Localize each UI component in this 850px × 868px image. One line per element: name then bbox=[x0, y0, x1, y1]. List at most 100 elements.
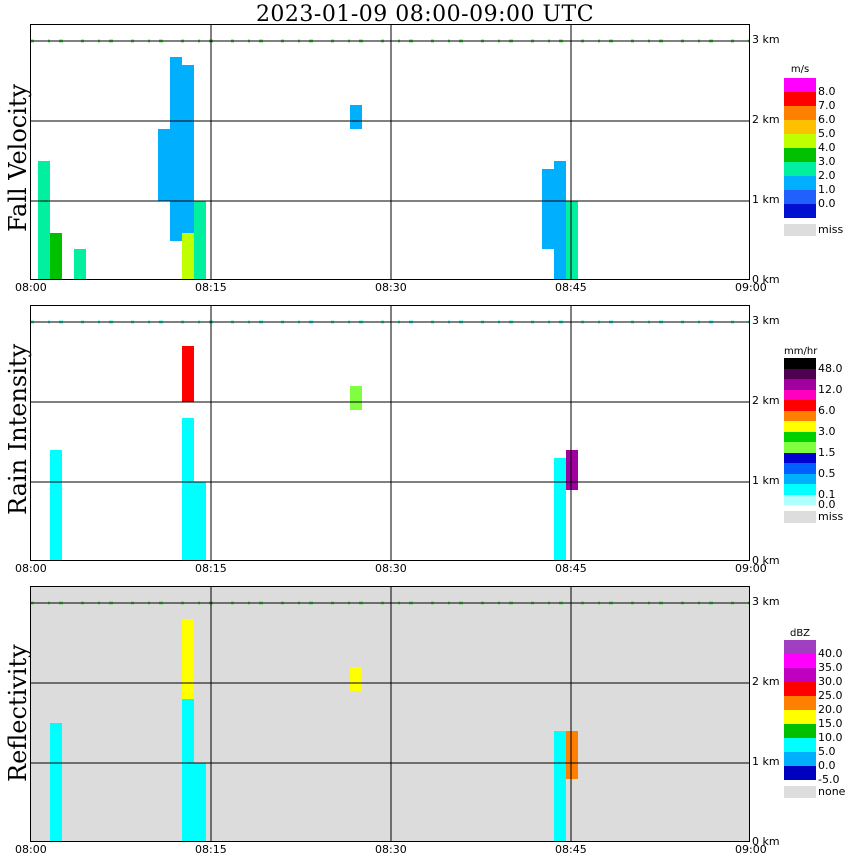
x-tick-label: 08:15 bbox=[195, 281, 227, 294]
x-tick-label: 08:45 bbox=[555, 562, 587, 575]
echo-cell bbox=[158, 129, 170, 201]
legend-label: 3.0 bbox=[818, 155, 836, 168]
x-tick-label: 08:00 bbox=[15, 562, 47, 575]
x-tick-label: 08:30 bbox=[375, 562, 407, 575]
legend-label: 12.0 bbox=[818, 382, 843, 396]
legend-label: 0.1 bbox=[818, 487, 836, 501]
x-tick-label: 09:00 bbox=[735, 843, 767, 856]
legend-swatch bbox=[784, 654, 816, 668]
legend-label: 20.0 bbox=[818, 703, 843, 716]
legend-swatch bbox=[784, 442, 816, 453]
echo-cell bbox=[542, 169, 554, 249]
x-tick-label: 08:45 bbox=[555, 843, 587, 856]
legend-swatch bbox=[784, 786, 816, 798]
legend-swatch bbox=[784, 190, 816, 204]
legend-swatch bbox=[784, 120, 816, 134]
legend-label: 5.0 bbox=[818, 745, 836, 758]
legend-label: 7.0 bbox=[818, 99, 836, 112]
legend-swatch bbox=[784, 766, 816, 780]
legend-label: 1.5 bbox=[818, 445, 836, 459]
legend-label: 6.0 bbox=[818, 113, 836, 126]
echo-cell bbox=[50, 233, 62, 279]
echo-cell bbox=[566, 731, 578, 779]
legend-label: 0.0 bbox=[818, 759, 836, 772]
legend-swatch bbox=[784, 738, 816, 752]
echo-cell bbox=[182, 65, 194, 279]
echo-cell bbox=[554, 458, 566, 560]
legend-swatch bbox=[784, 473, 816, 484]
legend-swatch bbox=[784, 162, 816, 176]
y-tick-label: 2 km bbox=[752, 394, 780, 407]
echo-cell bbox=[50, 450, 62, 560]
y-tick-label: 2 km bbox=[752, 675, 780, 688]
legend-swatch bbox=[784, 494, 816, 505]
legend-swatch bbox=[784, 400, 816, 411]
echo-cell bbox=[350, 105, 362, 129]
legend-swatch bbox=[784, 204, 816, 218]
legend-label: 8.0 bbox=[818, 85, 836, 98]
legend-swatch bbox=[784, 368, 816, 379]
legend-swatch bbox=[784, 484, 816, 495]
echo-cell bbox=[50, 723, 62, 841]
legend-label: 10.0 bbox=[818, 731, 843, 744]
y-tick-label: 3 km bbox=[752, 595, 780, 608]
legend-swatch bbox=[784, 224, 816, 236]
echo-cell bbox=[194, 482, 206, 560]
legend-label: 0.0 bbox=[818, 197, 836, 210]
echo-cell bbox=[182, 346, 194, 402]
panel-label-fall-velocity: Fall Velocity bbox=[4, 83, 32, 232]
y-tick-label: 1 km bbox=[752, 193, 780, 206]
legend-label: miss bbox=[818, 510, 844, 523]
legend-swatch bbox=[784, 148, 816, 162]
legend-swatch bbox=[784, 106, 816, 120]
x-tick-label: 09:00 bbox=[735, 562, 767, 575]
x-tick-label: 08:15 bbox=[195, 562, 227, 575]
legend-label: 40.0 bbox=[818, 647, 843, 660]
legend-swatch bbox=[784, 431, 816, 442]
legend-label: 4.0 bbox=[818, 141, 836, 154]
echo-cell bbox=[554, 161, 566, 279]
legend-label: 2.0 bbox=[818, 169, 836, 182]
legend-label: 6.0 bbox=[818, 403, 836, 417]
echo-cell bbox=[182, 699, 194, 841]
echo-cell bbox=[554, 731, 566, 841]
legend-label: 25.0 bbox=[818, 689, 843, 702]
legend-swatch bbox=[784, 92, 816, 106]
echo-cell bbox=[170, 57, 182, 241]
legend-label: 35.0 bbox=[818, 661, 843, 674]
plot-fall-velocity bbox=[30, 24, 750, 280]
legend-label: 0.0 bbox=[818, 498, 836, 511]
plot-rain-intensity bbox=[30, 305, 750, 561]
legend-swatch bbox=[784, 682, 816, 696]
y-tick-label: 0 km bbox=[752, 554, 780, 567]
y-tick-label: 0 km bbox=[752, 835, 780, 848]
y-tick-label: 3 km bbox=[752, 33, 780, 46]
legend-swatch bbox=[784, 710, 816, 724]
legend-swatch bbox=[784, 640, 816, 654]
x-tick-label: 08:00 bbox=[15, 281, 47, 294]
echo-cell bbox=[566, 450, 578, 490]
legend-unit: dBZ bbox=[789, 628, 811, 639]
panel-label-reflectivity: Reflectivity bbox=[4, 644, 32, 782]
legend-label: miss bbox=[818, 223, 844, 236]
legend-swatch bbox=[784, 696, 816, 710]
legend-label: -5.0 bbox=[818, 773, 840, 786]
legend-swatch bbox=[784, 134, 816, 148]
legend-swatch bbox=[784, 724, 816, 738]
y-tick-label: 3 km bbox=[752, 314, 780, 327]
legend-label: none bbox=[818, 785, 846, 798]
echo-cell bbox=[182, 418, 194, 560]
y-tick-label: 2 km bbox=[752, 113, 780, 126]
legend-swatch bbox=[784, 752, 816, 766]
x-tick-label: 08:30 bbox=[375, 281, 407, 294]
legend-swatch bbox=[784, 389, 816, 400]
x-tick-label: 08:15 bbox=[195, 843, 227, 856]
chart-title: 2023-01-09 08:00-09:00 UTC bbox=[255, 2, 595, 27]
legend-label: 48.0 bbox=[818, 361, 843, 375]
x-tick-label: 08:00 bbox=[15, 843, 47, 856]
x-tick-label: 08:45 bbox=[555, 281, 587, 294]
x-tick-label: 09:00 bbox=[735, 281, 767, 294]
y-tick-label: 1 km bbox=[752, 755, 780, 768]
echo-cell bbox=[194, 201, 206, 279]
plot-reflectivity bbox=[30, 586, 750, 842]
